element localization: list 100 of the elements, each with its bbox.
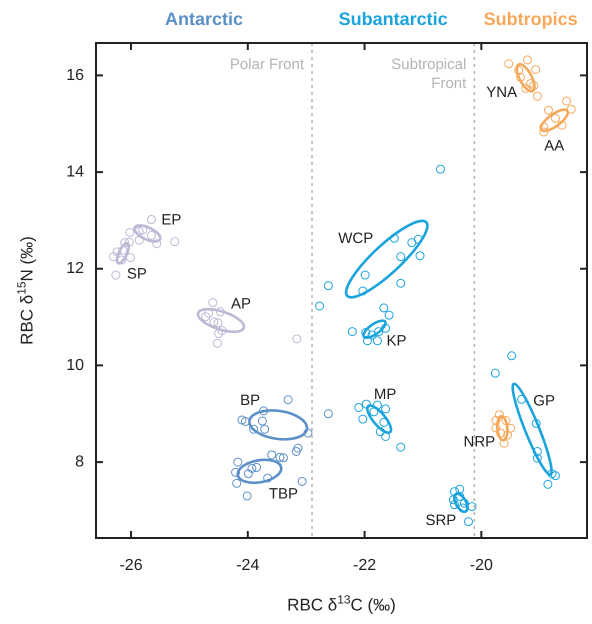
annotation: BP [240, 392, 260, 410]
point [247, 464, 256, 473]
point [464, 517, 473, 526]
point [390, 234, 399, 243]
point [358, 414, 368, 424]
point [120, 238, 130, 248]
point [436, 164, 445, 174]
point [231, 468, 240, 477]
point [218, 326, 227, 336]
point [368, 330, 377, 340]
point [284, 395, 293, 404]
y-tick-label: 10 [66, 356, 84, 374]
point [532, 92, 542, 101]
point [212, 338, 222, 348]
point [381, 324, 390, 333]
annotation: AA [544, 137, 564, 154]
point [416, 251, 425, 260]
annotation: SRP [425, 512, 456, 529]
point [348, 327, 357, 336]
point [396, 252, 406, 262]
point [501, 416, 510, 426]
point [414, 234, 423, 244]
point [260, 424, 270, 434]
point [112, 247, 122, 256]
point [292, 446, 301, 456]
point [532, 446, 542, 456]
point [543, 480, 552, 489]
point [126, 253, 135, 262]
point [249, 424, 258, 434]
point [490, 368, 500, 378]
point [258, 416, 267, 426]
text: Subtropics [484, 8, 578, 29]
point [315, 301, 324, 310]
y-tick-label: 8 [75, 454, 84, 471]
point [531, 65, 540, 74]
point [539, 127, 548, 136]
x-tick-label: -24 [236, 557, 260, 574]
point [278, 453, 288, 462]
point [267, 450, 276, 460]
x-tick-label: -26 [119, 557, 143, 574]
point [455, 492, 464, 501]
ref-line-label: Subtropical Front [391, 56, 468, 92]
x-tick-label: -20 [470, 557, 493, 574]
point [354, 402, 364, 412]
point [407, 238, 416, 248]
point [496, 428, 506, 438]
point [214, 329, 224, 338]
point [532, 454, 542, 463]
annotation: KP [386, 332, 406, 350]
point [396, 278, 406, 288]
point [372, 400, 382, 410]
point [506, 424, 516, 433]
point [124, 238, 134, 247]
point [450, 500, 459, 510]
point [491, 416, 500, 426]
point [500, 438, 509, 448]
point [125, 228, 134, 237]
y-axis-title: RBC δ15N (‰) [14, 236, 37, 345]
annotation: GP [533, 392, 555, 410]
annotation: WCP [338, 230, 374, 248]
point [384, 310, 394, 320]
point [214, 318, 223, 328]
point [240, 417, 250, 426]
annotation: SP [126, 265, 147, 282]
point [263, 474, 272, 483]
point [237, 416, 246, 425]
point [516, 72, 525, 82]
point [324, 409, 333, 418]
point [275, 452, 284, 462]
point [117, 256, 126, 265]
point [111, 270, 120, 280]
point [152, 239, 162, 248]
ref-line-label: Polar Front [230, 56, 305, 74]
point [521, 84, 530, 93]
y-tick-label: 14 [66, 163, 84, 180]
point [450, 487, 459, 496]
point [216, 307, 225, 316]
point [358, 286, 368, 296]
point [379, 303, 388, 312]
point [557, 120, 566, 130]
point [381, 404, 390, 414]
point [201, 312, 210, 322]
point [491, 423, 500, 432]
point [562, 96, 572, 106]
point [529, 81, 538, 90]
point [298, 476, 307, 486]
point [252, 462, 262, 472]
x-tick-label: -22 [353, 557, 376, 574]
annotation: TBP [268, 485, 298, 502]
point [566, 104, 576, 114]
point [514, 66, 524, 76]
point [517, 394, 526, 404]
annotation: YNA [486, 84, 518, 101]
point [294, 444, 303, 453]
point [360, 270, 370, 280]
point [547, 469, 556, 478]
point [522, 55, 532, 64]
point [233, 458, 242, 467]
point [369, 407, 378, 416]
point [507, 351, 516, 360]
